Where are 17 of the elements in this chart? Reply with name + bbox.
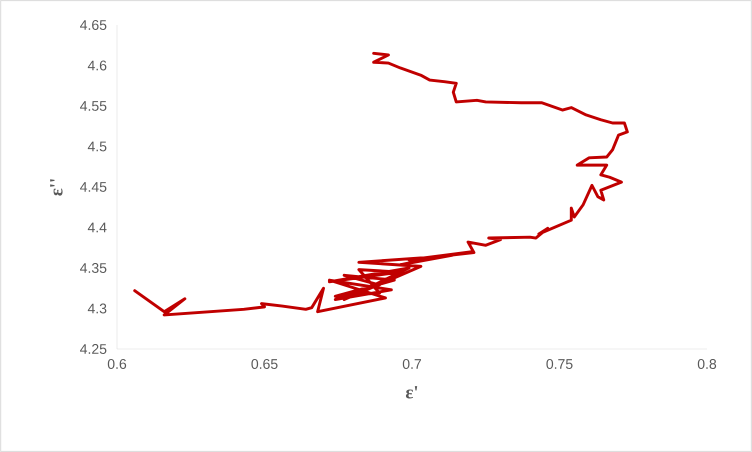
y-tick-label: 4.6 [88,60,106,70]
x-tick-label: 0.8 [698,359,716,369]
x-tick-label: 0.65 [251,359,278,369]
y-tick-label: 4.5 [88,142,106,152]
x-tick-label: 0.6 [108,359,126,369]
line-series [133,52,629,316]
y-tick-label: 4.65 [80,20,106,30]
x-tick-label: 0.75 [546,359,573,369]
y-axis-title: ε'' [50,179,63,196]
x-tick-label: 0.7 [402,359,422,369]
y-tick-label: 4.55 [80,101,106,111]
y-tick-label: 4.35 [80,263,106,273]
y-tick-label: 4.25 [80,344,106,354]
x-axis-title: ε' [406,386,418,399]
y-tick-label: 4.3 [88,304,106,314]
y-tick-label: 4.45 [80,182,106,192]
y-tick-label: 4.4 [88,222,107,232]
